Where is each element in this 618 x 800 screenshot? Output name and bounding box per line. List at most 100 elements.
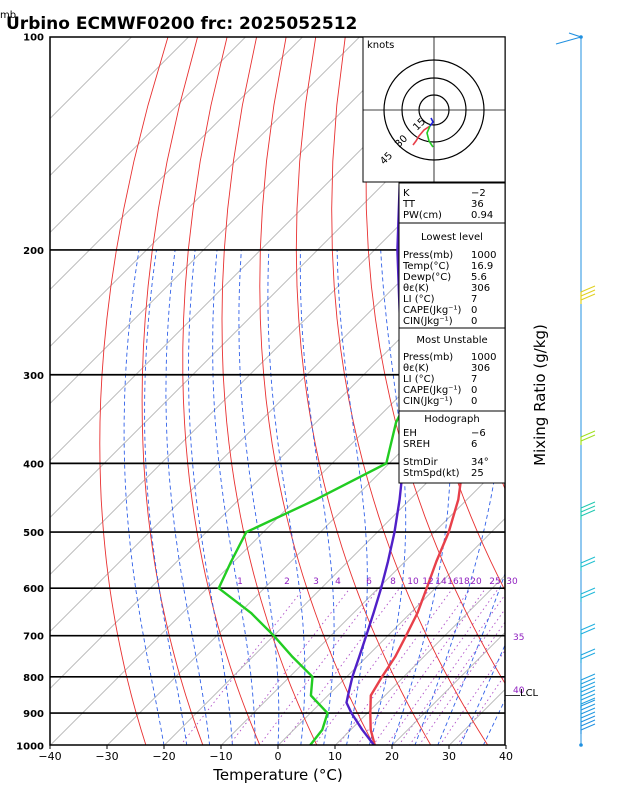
index-label: PW(cm): [403, 210, 442, 221]
pressure-tick-label: 300: [23, 371, 44, 382]
index-section-title: Most Unstable: [416, 335, 487, 346]
index-value: 306: [471, 363, 490, 374]
index-section-title: Lowest level: [421, 232, 483, 243]
index-value: −2: [471, 188, 486, 199]
index-label: Press(mb): [403, 250, 453, 261]
moist-adiabat: [188, 249, 233, 745]
wind-barb: [580, 556, 596, 564]
pressure-tick-label: 900: [23, 709, 44, 720]
mixing-ratio-label: 12: [422, 577, 433, 587]
index-label: CIN(Jkg⁻¹): [403, 396, 453, 407]
isotherm: [50, 37, 247, 234]
mixing-ratio-label: 10: [407, 577, 419, 587]
index-label: TT: [402, 199, 416, 210]
mixing-ratio-label: 2: [284, 577, 290, 587]
index-label: EH: [403, 428, 417, 439]
dry-adiabat: [552, 37, 618, 746]
index-label: θε(K): [403, 363, 429, 374]
dry-adiabat: [365, 37, 505, 685]
pressure-tick-label: 600: [23, 584, 44, 595]
index-value: 36: [471, 199, 484, 210]
pressure-tick-label: 100: [23, 33, 44, 44]
dry-adiabat: [99, 37, 169, 745]
most-unstable-box: [398, 327, 506, 412]
wind-barb: [580, 509, 596, 517]
hodograph-trace-low: [412, 125, 431, 146]
index-value: 0: [471, 316, 477, 327]
index-value: 7: [471, 374, 477, 385]
index-label: CIN(Jkg⁻¹): [403, 316, 453, 327]
index-value: 5.6: [471, 272, 487, 283]
x-tick-label: −30: [95, 750, 118, 763]
x-tick-label: −40: [38, 750, 61, 763]
x-tick-label: 20: [385, 750, 399, 763]
moist-adiabat: [238, 249, 280, 745]
dry-adiabat: [221, 37, 318, 745]
wind-barb: [580, 715, 596, 723]
index-label: LI (°C): [403, 374, 435, 385]
x-tick-label: −20: [152, 750, 175, 763]
wind-axis-dot: [579, 743, 583, 747]
wind-barb: [580, 693, 596, 701]
isotherm: [220, 460, 505, 745]
index-value: −6: [471, 428, 486, 439]
wind-barb: [580, 689, 596, 697]
index-value: 0: [471, 396, 477, 407]
index-value: 25: [471, 468, 484, 479]
moist-adiabat: [506, 250, 618, 746]
wind-barb: [580, 697, 596, 705]
mixing-ratio-label: 1: [237, 577, 243, 587]
mixing-ratio-label: 4: [335, 577, 341, 587]
index-value: 1000: [471, 352, 496, 363]
pressure-tick-label: 800: [23, 673, 44, 684]
wind-barb: [580, 434, 596, 442]
index-value: 6: [471, 439, 477, 450]
hodograph-indices-box: [398, 410, 506, 484]
mixing-ratio-label: 25: [489, 577, 500, 587]
background-grid: [50, 37, 618, 746]
x-tick-label: 40: [499, 750, 513, 763]
mixing-ratio-line: [356, 587, 472, 745]
isotherm: [50, 37, 361, 348]
wind-barb: [580, 501, 596, 509]
wind-barb: [580, 560, 596, 568]
isotherm: [563, 37, 618, 746]
mixing-ratio-label: 16: [447, 577, 459, 587]
isotherm: [50, 37, 304, 291]
isotherm: [50, 37, 190, 177]
chart-title: Urbino ECMWF0200 frc: 2025052512: [6, 14, 357, 34]
dry-adiabat: [182, 37, 261, 745]
mixing-ratio-label: 18: [458, 577, 470, 587]
index-label: StmSpd(kt): [403, 468, 460, 479]
index-label: Dewp(°C): [403, 272, 451, 283]
wind-barb: [580, 699, 596, 707]
pressure-tick-label: 1000: [16, 742, 44, 753]
wind-barb: [580, 685, 596, 693]
wind-barb: [580, 673, 596, 681]
hodograph-trace-upper: [429, 117, 434, 127]
dry-adiabat: [295, 37, 432, 745]
isotherm: [50, 37, 133, 120]
index-label: θε(K): [403, 283, 429, 294]
index-label: CAPE(Jkg⁻¹): [403, 305, 461, 316]
isotherm: [50, 37, 475, 462]
hodograph: knots 15 30 45: [362, 36, 506, 183]
index-value: 306: [471, 283, 490, 294]
wind-barb: [580, 587, 596, 595]
moist-adiabat: [123, 249, 165, 745]
x-tick-label: 30: [442, 750, 456, 763]
hodograph-trace-mid: [426, 125, 434, 148]
index-section-title: Hodograph: [424, 414, 479, 425]
wind-barb: [580, 289, 596, 297]
index-value: 0: [471, 305, 477, 316]
general-indices-box: [398, 182, 506, 224]
wind-barb: [580, 627, 596, 635]
dry-adiabat: [611, 37, 618, 746]
mixing-ratio-side-label: 40: [513, 686, 525, 696]
isotherm: [50, 175, 505, 633]
pressure-axis: 100 200 300 400 500 600 700 800 900 1000: [16, 33, 44, 753]
indices-panel: K −2 TT 36 PW(cm) 0.94 Lowest level Press(mb) 10…: [398, 182, 506, 484]
lowest-level-box: [398, 222, 506, 329]
mixing-ratio-label: 6: [366, 577, 372, 587]
